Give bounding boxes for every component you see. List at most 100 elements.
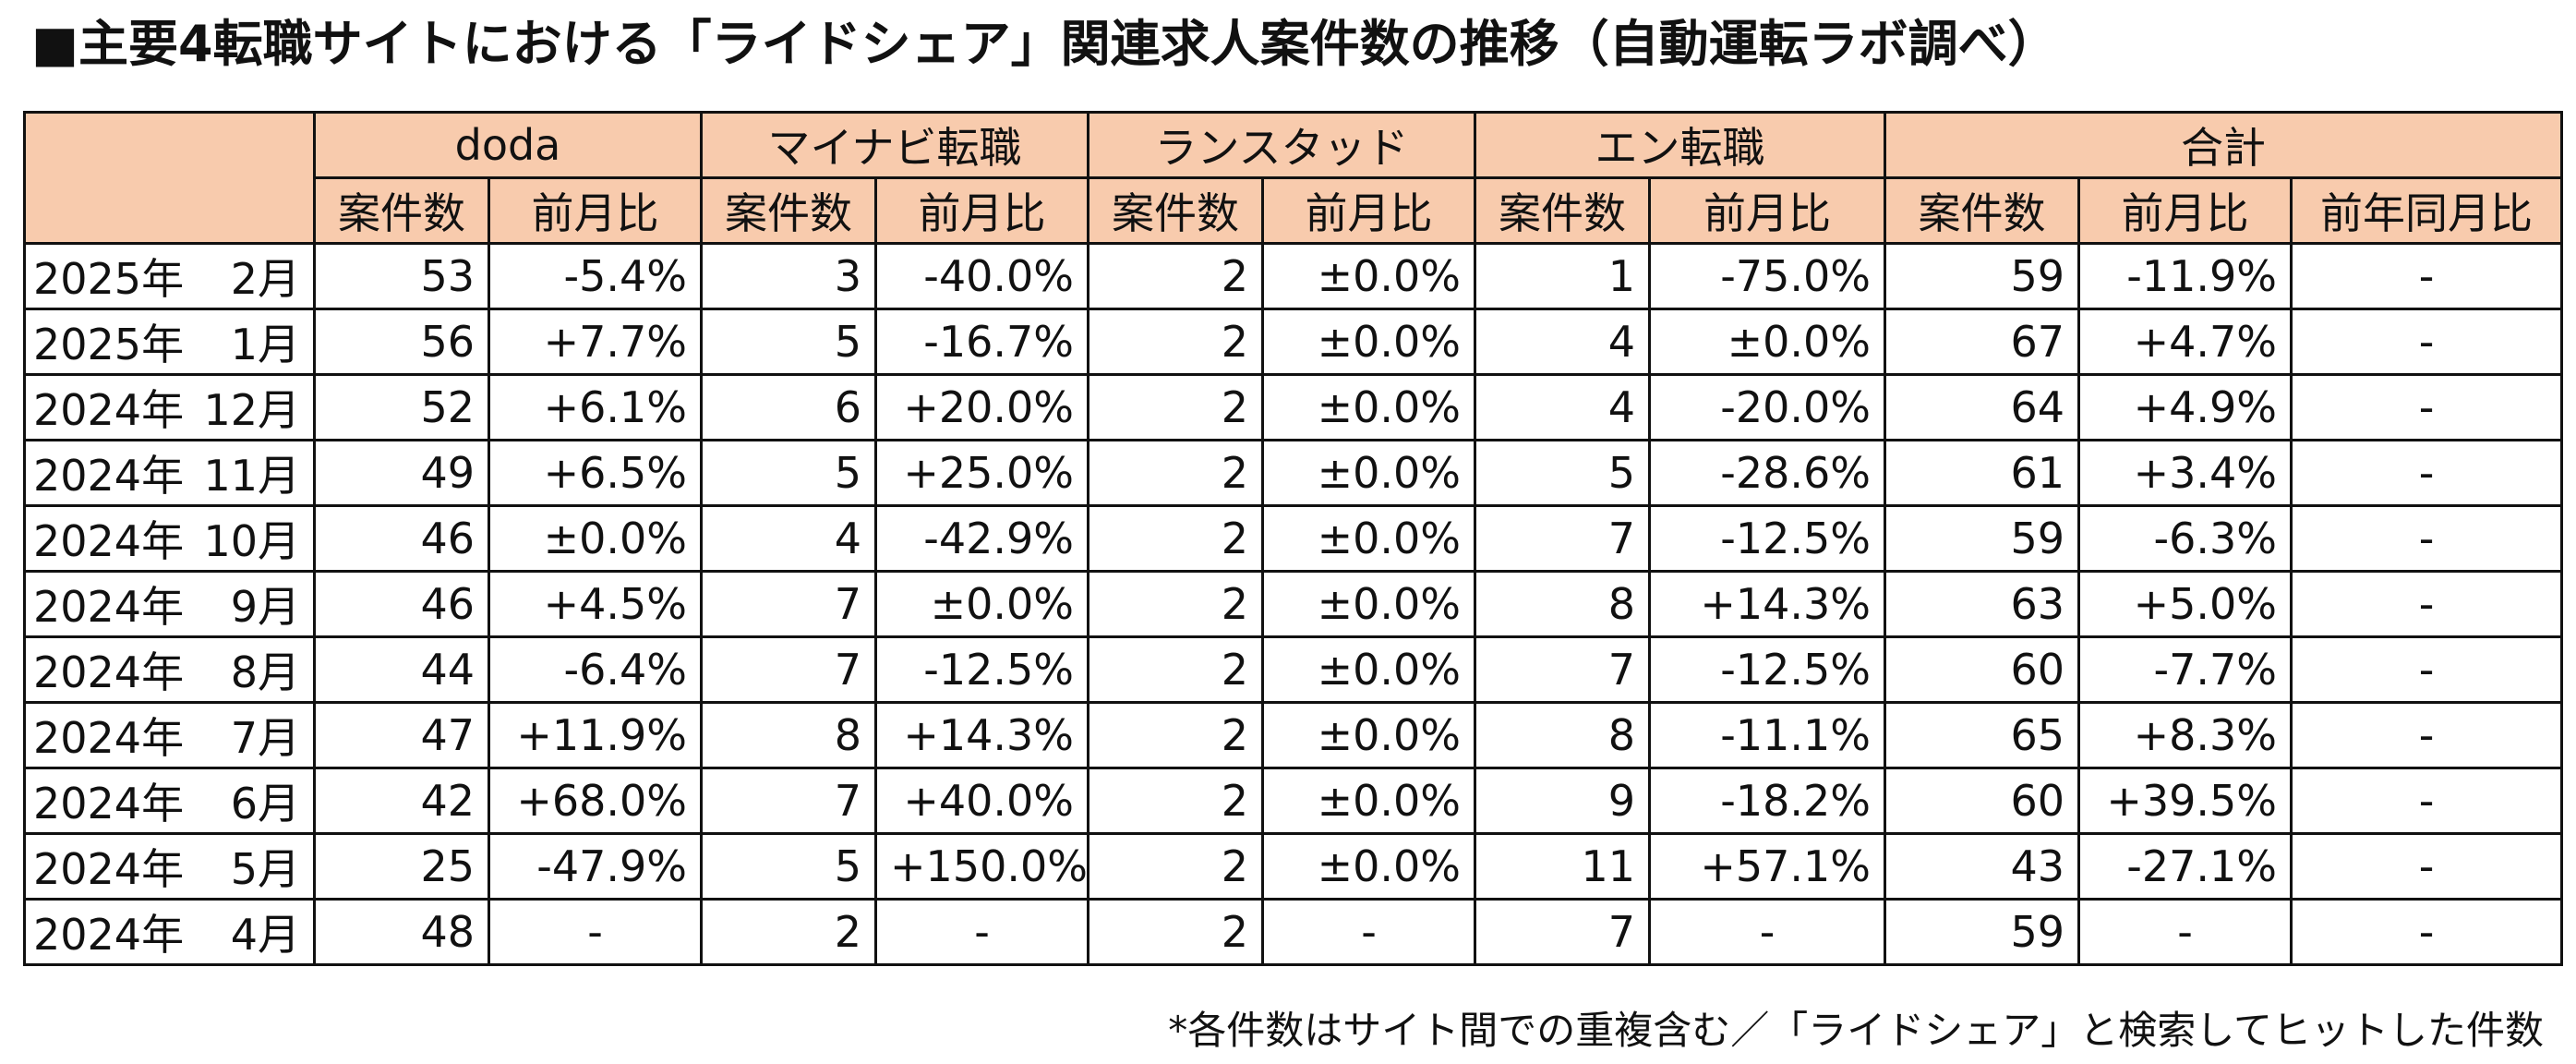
period-year: 2024年	[33, 516, 185, 566]
period-cell: 2025年 2月	[23, 242, 316, 310]
period-month: 5月	[230, 844, 300, 894]
doda-count-cell: 56	[313, 308, 490, 376]
col-header-count: 案件数	[700, 176, 878, 245]
en-mom-cell: -18.2%	[1648, 767, 1887, 835]
total-count-cell: 60	[1884, 767, 2081, 835]
en-count-cell: 8	[1474, 570, 1652, 638]
randstad-mom-cell: ±0.0%	[1261, 308, 1477, 376]
mynavi-count-cell: 5	[700, 439, 878, 507]
col-header-mom: 前月比	[2077, 176, 2293, 245]
doda-mom-cell: +6.5%	[487, 439, 704, 507]
period-year: 2024年	[33, 385, 185, 435]
doda-count-cell: 42	[313, 767, 490, 835]
mynavi-count-cell: 3	[700, 242, 878, 310]
table-row: 2025年 1月 56 +7.7% 5 -16.7% 2 ±0.0% 4 ±0.0% 67 +4.7%…	[23, 308, 2564, 376]
randstad-count-cell: 2	[1087, 767, 1265, 835]
col-header-mom: 前月比	[487, 176, 704, 245]
table-row: 2024年 12月 52 +6.1% 6 +20.0% 2 ±0.0% 4 -20.0% 64 +4.…	[23, 373, 2564, 441]
table-row: 2024年 6月 42 +68.0% 7 +40.0% 2 ±0.0% 9 -18.2% 60 +39…	[23, 767, 2564, 835]
total-yoy-cell: -	[2290, 767, 2564, 835]
mynavi-count-cell: 5	[700, 832, 878, 901]
en-count-cell: 7	[1474, 898, 1652, 966]
en-count-cell: 7	[1474, 504, 1652, 573]
total-mom-cell: +4.7%	[2077, 308, 2293, 376]
total-count-cell: 61	[1884, 439, 2081, 507]
mynavi-mom-cell: -	[874, 898, 1090, 966]
randstad-count-cell: 2	[1087, 242, 1265, 310]
en-count-cell: 11	[1474, 832, 1652, 901]
table-row: 2024年 7月 47 +11.9% 8 +14.3% 2 ±0.0% 8 -11.1% 65 +8.…	[23, 701, 2564, 769]
total-count-cell: 59	[1884, 898, 2081, 966]
period-month: 2月	[230, 254, 300, 304]
randstad-count-cell: 2	[1087, 701, 1265, 769]
doda-mom-cell: +4.5%	[487, 570, 704, 638]
period-year: 2024年	[33, 713, 185, 763]
randstad-count-cell: 2	[1087, 570, 1265, 638]
en-mom-cell: +14.3%	[1648, 570, 1887, 638]
mynavi-count-cell: 2	[700, 898, 878, 966]
period-year: 2024年	[33, 582, 185, 632]
randstad-mom-cell: ±0.0%	[1261, 439, 1477, 507]
table-row: 2024年 5月 25 -47.9% 5 +150.0% 2 ±0.0% 11 +57.1% 43-…	[23, 832, 2564, 901]
randstad-mom-cell: ±0.0%	[1261, 767, 1477, 835]
en-mom-cell: -11.1%	[1648, 701, 1887, 769]
doda-count-cell: 44	[313, 635, 490, 704]
total-mom-cell: -11.9%	[2077, 242, 2293, 310]
en-mom-cell: -12.5%	[1648, 635, 1887, 704]
mynavi-mom-cell: +25.0%	[874, 439, 1090, 507]
period-year: 2024年	[33, 451, 185, 501]
doda-mom-cell: -47.9%	[487, 832, 704, 901]
mynavi-mom-cell: -40.0%	[874, 242, 1090, 310]
en-mom-cell: -75.0%	[1648, 242, 1887, 310]
table-row: 2024年 11月 49 +6.5% 5 +25.0% 2 ±0.0% 5 -28.6% 61 +3.…	[23, 439, 2564, 507]
mynavi-mom-cell: -42.9%	[874, 504, 1090, 573]
doda-count-cell: 53	[313, 242, 490, 310]
period-month: 10月	[203, 516, 300, 566]
randstad-count-cell: 2	[1087, 504, 1265, 573]
period-cell: 2024年 8月	[23, 635, 316, 704]
total-yoy-cell: -	[2290, 373, 2564, 441]
randstad-mom-cell: ±0.0%	[1261, 570, 1477, 638]
corner-header-cell	[23, 111, 316, 245]
en-count-cell: 5	[1474, 439, 1652, 507]
table-row: 2025年 2月 53 -5.4% 3 -40.0% 2 ±0.0% 1 -75.0% 59 -11.…	[23, 242, 2564, 310]
col-header-mom: 前月比	[874, 176, 1090, 245]
randstad-count-cell: 2	[1087, 308, 1265, 376]
period-month: 8月	[230, 647, 300, 697]
total-yoy-cell: -	[2290, 308, 2564, 376]
mynavi-mom-cell: +40.0%	[874, 767, 1090, 835]
doda-count-cell: 49	[313, 439, 490, 507]
doda-count-cell: 25	[313, 832, 490, 901]
total-mom-cell: +3.4%	[2077, 439, 2293, 507]
randstad-mom-cell: ±0.0%	[1261, 504, 1477, 573]
period-month: 7月	[230, 713, 300, 763]
en-count-cell: 9	[1474, 767, 1652, 835]
en-mom-cell: -28.6%	[1648, 439, 1887, 507]
period-cell: 2024年 11月	[23, 439, 316, 507]
doda-mom-cell: ±0.0%	[487, 504, 704, 573]
table-row: 2024年 4月 48-2-2-7-59- -	[23, 898, 2564, 966]
mynavi-count-cell: 5	[700, 308, 878, 376]
period-year: 2025年	[33, 320, 185, 369]
header-row-metrics: 案件数 前月比 案件数 前月比 案件数 前月比 案件数 前月比 案件数 前月比 …	[25, 176, 2564, 245]
doda-mom-cell: +7.7%	[487, 308, 704, 376]
total-mom-cell: +4.9%	[2077, 373, 2293, 441]
period-cell: 2024年 7月	[23, 701, 316, 769]
total-yoy-cell: -	[2290, 832, 2564, 901]
table-row: 2024年 10月 46 ±0.0% 4 -42.9% 2 ±0.0% 7 -12.5% 59 -6.…	[23, 504, 2564, 573]
header-row-sites: doda マイナビ転職 ランスタッド エン転職 合計	[23, 111, 2564, 245]
col-header-mom: 前月比	[1261, 176, 1477, 245]
total-count-cell: 59	[1884, 242, 2081, 310]
randstad-count-cell: 2	[1087, 635, 1265, 704]
randstad-count-cell: 2	[1087, 373, 1265, 441]
doda-mom-cell: +11.9%	[487, 701, 704, 769]
doda-count-cell: 46	[313, 504, 490, 573]
total-count-cell: 64	[1884, 373, 2081, 441]
randstad-count-cell: 2	[1087, 832, 1265, 901]
period-year: 2024年	[33, 647, 185, 697]
en-mom-cell: -20.0%	[1648, 373, 1887, 441]
mynavi-mom-cell: -12.5%	[874, 635, 1090, 704]
job-count-table: doda マイナビ転職 ランスタッド エン転職 合計 案件数 前月比 案件数 前…	[23, 111, 2564, 966]
en-mom-cell: +57.1%	[1648, 832, 1887, 901]
randstad-mom-cell: ±0.0%	[1261, 242, 1477, 310]
